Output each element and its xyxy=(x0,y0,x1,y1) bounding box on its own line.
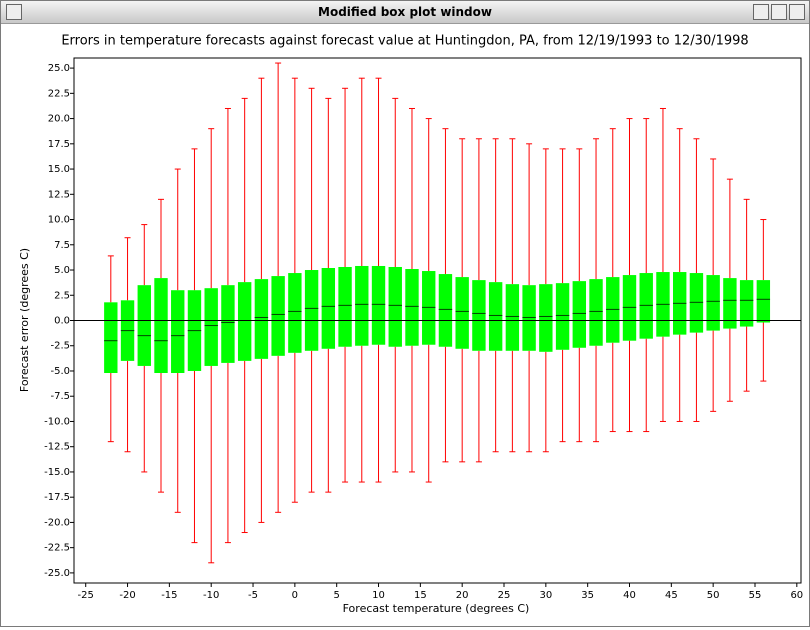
y-tick-label: -12.5 xyxy=(44,442,70,453)
box xyxy=(522,285,536,351)
box xyxy=(355,265,369,346)
x-tick-label: 40 xyxy=(623,590,636,601)
box xyxy=(137,285,151,366)
x-tick-label: -25 xyxy=(78,590,94,601)
box xyxy=(472,280,486,351)
box xyxy=(422,271,436,345)
box xyxy=(438,274,453,347)
x-tick-label: 60 xyxy=(790,590,803,601)
y-tick-label: 15.0 xyxy=(48,164,70,175)
y-tick-label: -2.5 xyxy=(50,341,70,352)
box xyxy=(589,279,603,346)
box xyxy=(606,277,620,343)
y-tick-label: 20.0 xyxy=(48,114,70,125)
box xyxy=(371,265,386,345)
x-tick-label: 0 xyxy=(292,590,298,601)
y-tick-label: 22.5 xyxy=(48,88,70,99)
y-tick-label: -7.5 xyxy=(50,391,70,402)
box xyxy=(171,290,185,373)
y-tick-label: -10.0 xyxy=(44,416,70,427)
x-tick-label: -5 xyxy=(248,590,258,601)
x-tick-label: 10 xyxy=(372,590,385,601)
chart-title: Errors in temperature forecasts against … xyxy=(61,34,748,49)
box xyxy=(505,284,520,351)
y-tick-label: -15.0 xyxy=(44,467,70,478)
y-axis-label: Forecast error (degrees C) xyxy=(18,248,31,392)
y-tick-label: 10.0 xyxy=(48,215,70,226)
y-tick-label: -22.5 xyxy=(44,543,70,554)
box xyxy=(237,282,252,361)
y-tick-label: 0.0 xyxy=(54,316,70,327)
x-tick-label: 5 xyxy=(334,590,340,601)
box xyxy=(271,276,285,356)
box xyxy=(756,280,771,323)
x-tick-label: -20 xyxy=(119,590,135,601)
chart: Errors in temperature forecasts against … xyxy=(18,34,803,616)
x-tick-label: -15 xyxy=(161,590,177,601)
box xyxy=(338,266,352,347)
title-bar: Modified box plot window xyxy=(1,1,809,24)
x-tick-label: 45 xyxy=(665,590,678,601)
close-button[interactable] xyxy=(789,4,805,20)
box xyxy=(706,275,720,331)
y-tick-label: -25.0 xyxy=(44,568,70,579)
box xyxy=(723,278,737,329)
box xyxy=(104,302,118,373)
y-tick-label: 25.0 xyxy=(48,63,70,74)
box xyxy=(539,284,553,352)
box xyxy=(572,281,586,348)
y-tick-label: -5.0 xyxy=(50,366,70,377)
box xyxy=(622,275,637,341)
box xyxy=(639,273,653,339)
x-tick-label: 50 xyxy=(707,590,720,601)
box xyxy=(455,277,469,349)
x-tick-label: 15 xyxy=(414,590,427,601)
y-tick-label: 7.5 xyxy=(54,240,70,251)
box xyxy=(405,269,419,346)
box xyxy=(221,285,235,363)
box xyxy=(388,266,402,347)
y-tick-label: -20.0 xyxy=(44,517,70,528)
box xyxy=(288,273,302,353)
box xyxy=(154,278,168,373)
y-tick-label: -17.5 xyxy=(44,492,70,503)
y-tick-label: 2.5 xyxy=(54,290,70,301)
box xyxy=(739,280,754,327)
y-tick-label: 17.5 xyxy=(48,139,70,150)
window-title: Modified box plot window xyxy=(318,5,492,19)
x-tick-label: 35 xyxy=(581,590,594,601)
maximize-button[interactable] xyxy=(771,4,787,20)
box xyxy=(204,288,218,366)
x-tick-label: -10 xyxy=(203,590,219,601)
box xyxy=(555,283,570,350)
box xyxy=(254,279,269,359)
box xyxy=(689,273,704,333)
x-tick-label: 25 xyxy=(498,590,511,601)
box xyxy=(488,282,503,351)
window-menu[interactable] xyxy=(6,4,22,20)
box xyxy=(321,268,336,349)
x-tick-label: 20 xyxy=(456,590,469,601)
minimize-button[interactable] xyxy=(753,4,769,20)
x-tick-label: 55 xyxy=(749,590,762,601)
x-tick-label: 30 xyxy=(539,590,552,601)
y-tick-label: 12.5 xyxy=(48,189,70,200)
box xyxy=(304,270,319,351)
y-tick-label: 5.0 xyxy=(54,265,70,276)
x-axis-label: Forecast temperature (degrees C) xyxy=(343,602,530,615)
